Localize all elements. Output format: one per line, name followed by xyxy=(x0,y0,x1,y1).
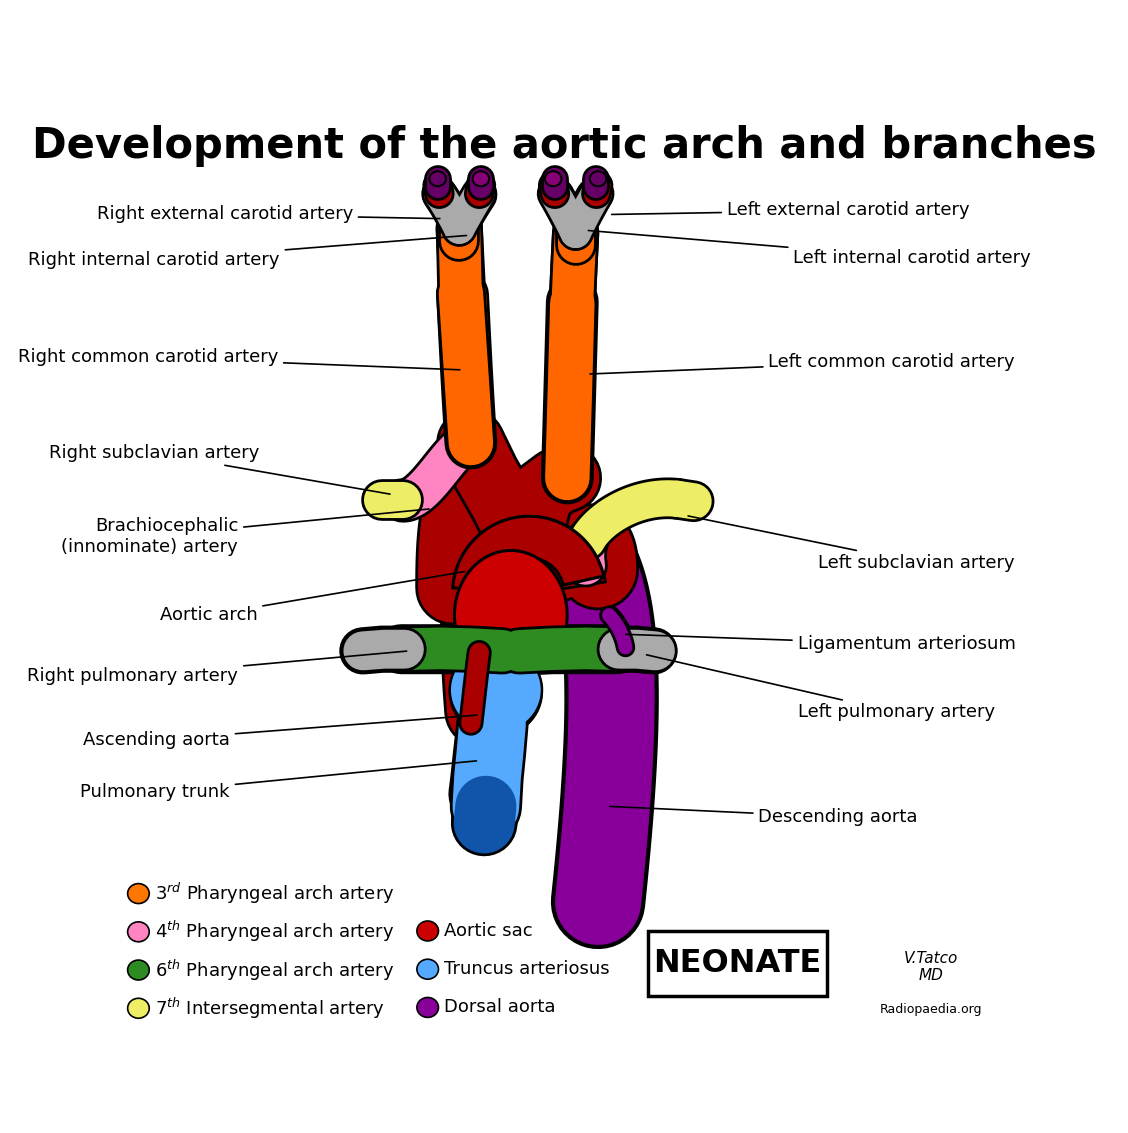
Text: 3$^{rd}$ Pharyngeal arch artery: 3$^{rd}$ Pharyngeal arch artery xyxy=(155,881,395,906)
Text: Dorsal aorta: Dorsal aorta xyxy=(444,998,556,1016)
Text: Radiopaedia.org: Radiopaedia.org xyxy=(880,1004,981,1016)
Ellipse shape xyxy=(545,171,562,186)
Text: 4$^{th}$ Pharyngeal arch artery: 4$^{th}$ Pharyngeal arch artery xyxy=(155,919,395,945)
Ellipse shape xyxy=(450,649,541,736)
Ellipse shape xyxy=(126,883,150,904)
Ellipse shape xyxy=(416,959,439,980)
Text: Truncus arteriosus: Truncus arteriosus xyxy=(444,960,610,978)
Text: Pulmonary trunk: Pulmonary trunk xyxy=(80,761,476,801)
Text: Right internal carotid artery: Right internal carotid artery xyxy=(28,236,467,270)
Ellipse shape xyxy=(129,961,149,979)
Ellipse shape xyxy=(449,645,544,735)
Ellipse shape xyxy=(126,960,150,981)
Ellipse shape xyxy=(590,171,607,186)
Text: Brachiocephalic
(innominate) artery: Brachiocephalic (innominate) artery xyxy=(61,509,429,555)
Ellipse shape xyxy=(453,550,569,681)
Text: Right common carotid artery: Right common carotid artery xyxy=(18,349,460,369)
Text: Aortic arch: Aortic arch xyxy=(159,571,465,624)
Ellipse shape xyxy=(416,997,439,1019)
Ellipse shape xyxy=(456,552,565,679)
Text: Development of the aortic arch and branches: Development of the aortic arch and branc… xyxy=(32,125,1096,167)
Ellipse shape xyxy=(417,998,438,1016)
FancyBboxPatch shape xyxy=(647,931,828,996)
Ellipse shape xyxy=(126,997,150,1019)
Text: Ligamentum arteriosum: Ligamentum arteriosum xyxy=(626,634,1015,654)
Ellipse shape xyxy=(417,960,438,979)
Ellipse shape xyxy=(417,922,438,940)
Text: Aortic sac: Aortic sac xyxy=(444,922,532,940)
Text: Left external carotid artery: Left external carotid artery xyxy=(611,202,970,220)
Ellipse shape xyxy=(430,171,446,186)
Text: Descending aorta: Descending aorta xyxy=(610,807,918,826)
Text: Left subclavian artery: Left subclavian artery xyxy=(688,516,1015,572)
Text: Ascending aorta: Ascending aorta xyxy=(83,715,477,749)
Text: Left internal carotid artery: Left internal carotid artery xyxy=(589,230,1031,266)
Text: Left common carotid artery: Left common carotid artery xyxy=(590,352,1015,374)
Text: 7$^{th}$ Intersegmental artery: 7$^{th}$ Intersegmental artery xyxy=(155,996,385,1021)
Ellipse shape xyxy=(129,999,149,1017)
Ellipse shape xyxy=(129,922,149,940)
Ellipse shape xyxy=(129,885,149,903)
Text: 6$^{th}$ Pharyngeal arch artery: 6$^{th}$ Pharyngeal arch artery xyxy=(155,957,395,982)
Text: Right pulmonary artery: Right pulmonary artery xyxy=(27,651,406,684)
Text: Right subclavian artery: Right subclavian artery xyxy=(50,444,390,494)
Polygon shape xyxy=(452,517,603,590)
Ellipse shape xyxy=(455,551,567,680)
Text: V.Tatco
MD: V.Tatco MD xyxy=(904,951,958,983)
Text: NEONATE: NEONATE xyxy=(653,948,822,979)
Polygon shape xyxy=(449,516,606,619)
Ellipse shape xyxy=(451,648,540,732)
Text: Left pulmonary artery: Left pulmonary artery xyxy=(646,655,995,722)
Ellipse shape xyxy=(473,171,490,186)
Ellipse shape xyxy=(497,561,561,624)
Text: Right external carotid artery: Right external carotid artery xyxy=(97,205,440,223)
Ellipse shape xyxy=(416,920,439,942)
Ellipse shape xyxy=(126,921,150,943)
